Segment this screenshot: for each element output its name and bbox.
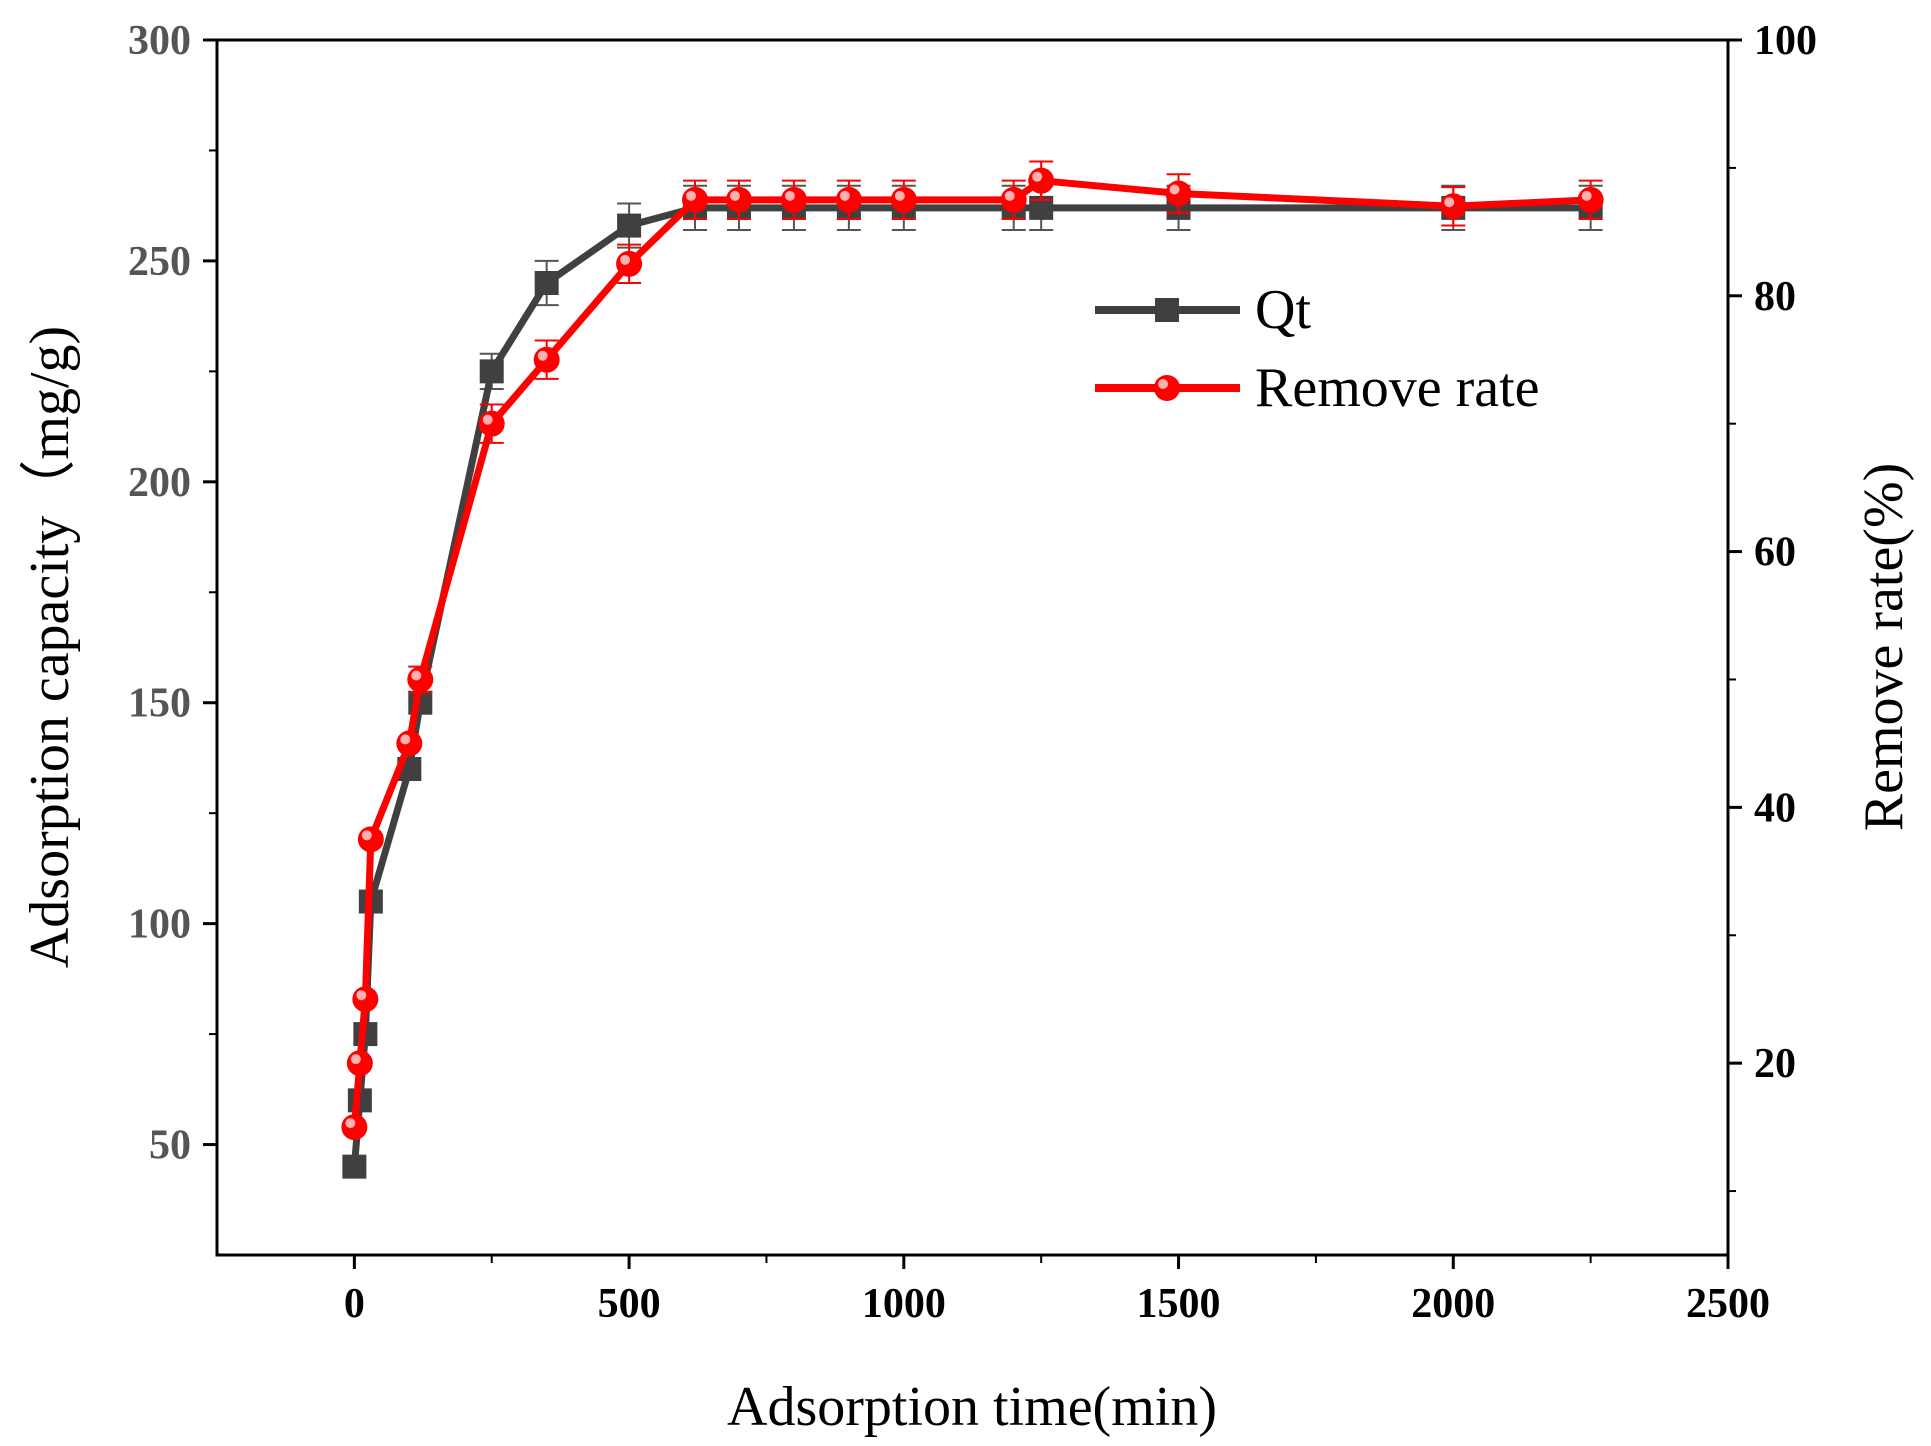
y-tick-label: 50 bbox=[149, 1123, 191, 1169]
x-axis-title: Adsorption time(min) bbox=[727, 1376, 1217, 1438]
x-tick-label: 2000 bbox=[1411, 1281, 1495, 1327]
remove-rate-point bbox=[1577, 186, 1604, 213]
remove-rate-point bbox=[1028, 167, 1055, 194]
legend-qt-label: Qt bbox=[1255, 279, 1311, 341]
qt-point bbox=[479, 359, 504, 384]
remove-rate-point-highlight bbox=[686, 190, 697, 201]
remove-rate-point bbox=[1440, 193, 1467, 220]
y-tick-label: 300 bbox=[128, 18, 191, 64]
remove-rate-point-highlight bbox=[1169, 184, 1180, 195]
remove-rate-point bbox=[357, 826, 384, 853]
y2-tick-label: 40 bbox=[1754, 785, 1796, 831]
remove-rate-point-highlight bbox=[356, 990, 367, 1001]
remove-rate-point bbox=[346, 1050, 373, 1077]
remove-rate-point-highlight bbox=[894, 190, 905, 201]
legend-remove-rate-marker bbox=[1154, 375, 1180, 401]
remove-rate-point-highlight bbox=[784, 190, 795, 201]
remove-rate-point-highlight bbox=[1004, 190, 1015, 201]
series-layer bbox=[341, 160, 1604, 1179]
y2-axis-title: Remove rate(%) bbox=[1853, 463, 1915, 831]
x-tick-label: 2500 bbox=[1686, 1281, 1770, 1327]
plot-frame bbox=[215, 38, 1730, 1257]
remove-rate-point-highlight bbox=[1581, 190, 1592, 201]
remove-rate-point-highlight bbox=[729, 190, 740, 201]
y-axis-title: Adsorption capacity（mg/g) bbox=[19, 326, 81, 968]
remove-rate-point bbox=[407, 666, 434, 693]
remove-rate-point bbox=[1165, 180, 1192, 207]
remove-rate-point-highlight bbox=[482, 414, 493, 425]
y-tick-label: 150 bbox=[128, 681, 191, 727]
y-tick-label: 200 bbox=[128, 460, 191, 506]
x-tick-label: 0 bbox=[344, 1281, 365, 1327]
remove-rate-point-highlight bbox=[345, 1118, 356, 1129]
legend-remove-rate-marker-highlight bbox=[1158, 379, 1168, 389]
x-tick-label: 1000 bbox=[862, 1281, 946, 1327]
remove-rate-point bbox=[725, 186, 752, 213]
remove-rate-point bbox=[835, 186, 862, 213]
remove-rate-point bbox=[616, 250, 643, 277]
x-tick-label: 1500 bbox=[1137, 1281, 1221, 1327]
remove-rate-point bbox=[341, 1114, 368, 1141]
y-tick-label: 250 bbox=[128, 239, 191, 285]
remove-rate-point bbox=[890, 186, 917, 213]
y-tick-label: 100 bbox=[128, 902, 191, 948]
qt-point bbox=[617, 213, 642, 238]
axis-ticks: 0 500 1000 1500 2000 2500 50 100 150 200 250 300 20 4… bbox=[128, 18, 1817, 1327]
remove-rate-point-highlight bbox=[537, 350, 548, 361]
remove-rate-point bbox=[478, 410, 505, 437]
y2-tick-label: 80 bbox=[1754, 274, 1796, 320]
remove-rate-point bbox=[533, 346, 560, 373]
legend-qt-marker bbox=[1155, 298, 1179, 322]
remove-rate-point-highlight bbox=[839, 190, 850, 201]
legend: Qt Remove rate bbox=[1095, 279, 1540, 419]
remove-rate-point bbox=[396, 730, 423, 757]
remove-rate-point bbox=[1000, 186, 1027, 213]
remove-rate-point-highlight bbox=[411, 670, 422, 681]
legend-remove-rate-label: Remove rate bbox=[1255, 357, 1540, 419]
remove-rate-point-highlight bbox=[1032, 171, 1043, 182]
remove-rate-point bbox=[780, 186, 807, 213]
qt-point bbox=[342, 1154, 367, 1179]
remove-rate-point-highlight bbox=[350, 1054, 361, 1065]
remove-rate-point-highlight bbox=[400, 734, 411, 745]
remove-rate-point-highlight bbox=[1444, 197, 1455, 208]
x-tick-label: 500 bbox=[598, 1281, 661, 1327]
y2-tick-label: 20 bbox=[1754, 1041, 1796, 1087]
qt-point bbox=[534, 271, 559, 295]
y2-tick-label: 100 bbox=[1754, 18, 1817, 64]
remove-rate-point-highlight bbox=[361, 830, 372, 841]
remove-rate-point-highlight bbox=[620, 254, 631, 265]
remove-rate-series-line bbox=[350, 177, 1591, 1128]
remove-rate-point bbox=[682, 186, 709, 213]
remove-rate-point bbox=[352, 986, 379, 1013]
y2-tick-label: 60 bbox=[1754, 530, 1796, 576]
